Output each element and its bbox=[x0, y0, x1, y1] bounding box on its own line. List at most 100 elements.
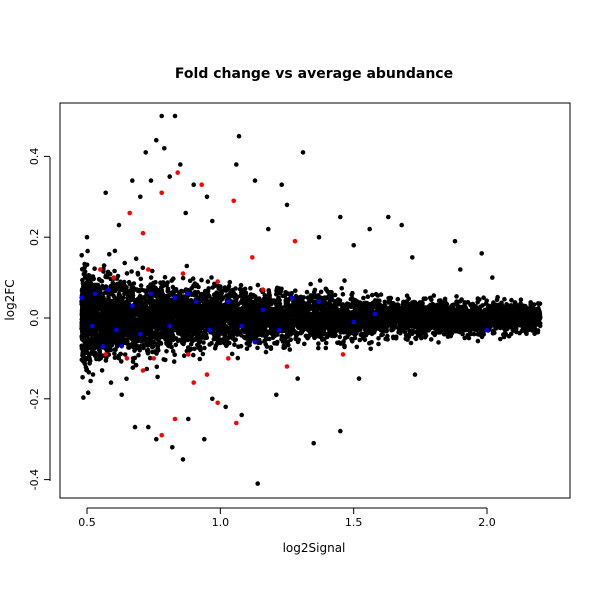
data-point bbox=[264, 344, 270, 349]
data-point bbox=[130, 365, 136, 371]
data-point bbox=[163, 329, 168, 335]
data-point bbox=[106, 295, 111, 300]
data-point bbox=[537, 301, 543, 307]
data-point bbox=[528, 300, 533, 305]
data-point bbox=[494, 297, 500, 303]
data-point bbox=[369, 292, 375, 298]
data-point bbox=[133, 362, 139, 368]
data-point bbox=[133, 256, 139, 262]
data-point bbox=[344, 334, 350, 340]
data-point bbox=[468, 328, 473, 333]
data-point bbox=[191, 352, 196, 358]
data-point bbox=[172, 352, 177, 358]
data-point bbox=[445, 334, 451, 339]
data-point bbox=[305, 295, 311, 301]
data-point bbox=[318, 289, 324, 295]
data-point bbox=[150, 268, 155, 274]
data-point bbox=[105, 269, 111, 275]
data-point bbox=[404, 293, 410, 299]
data-point bbox=[182, 303, 187, 309]
data-point bbox=[481, 295, 486, 301]
data-point bbox=[139, 287, 145, 293]
data-point bbox=[195, 289, 201, 295]
data-point bbox=[195, 342, 200, 348]
data-point bbox=[248, 286, 253, 291]
data-point bbox=[227, 279, 233, 285]
data-point bbox=[135, 288, 141, 294]
data-point bbox=[171, 359, 177, 364]
data-point bbox=[274, 291, 279, 297]
data-point bbox=[160, 323, 166, 328]
data-point bbox=[79, 253, 84, 258]
data-point bbox=[161, 357, 166, 362]
data-point bbox=[122, 352, 128, 357]
data-point bbox=[85, 390, 91, 396]
data-point bbox=[126, 301, 131, 306]
data-point bbox=[293, 288, 298, 294]
data-point bbox=[92, 266, 97, 272]
data-point bbox=[477, 297, 482, 302]
plot-frame bbox=[59, 102, 571, 499]
data-point bbox=[295, 339, 301, 345]
data-point bbox=[197, 356, 203, 362]
data-point bbox=[184, 263, 190, 269]
data-point bbox=[138, 283, 144, 288]
data-point bbox=[142, 301, 148, 306]
data-point bbox=[471, 324, 477, 330]
data-point bbox=[170, 348, 176, 354]
data-point bbox=[122, 260, 127, 266]
data-point bbox=[90, 372, 96, 377]
data-point bbox=[190, 276, 196, 281]
data-point bbox=[339, 286, 345, 291]
data-point bbox=[454, 294, 459, 299]
data-point bbox=[288, 337, 294, 343]
data-point bbox=[112, 295, 118, 301]
data-point bbox=[171, 276, 176, 282]
data-point bbox=[112, 351, 117, 356]
data-point bbox=[148, 275, 154, 280]
data-point bbox=[108, 347, 114, 353]
data-point bbox=[279, 333, 285, 339]
data-point bbox=[502, 330, 508, 336]
data-point bbox=[154, 364, 160, 370]
data-point bbox=[240, 300, 245, 305]
data-point bbox=[395, 296, 401, 302]
data-point bbox=[130, 359, 136, 365]
data-point bbox=[532, 331, 537, 337]
data-point bbox=[293, 293, 299, 299]
data-point bbox=[368, 346, 374, 352]
data-point bbox=[383, 336, 388, 342]
data-point bbox=[92, 286, 98, 292]
data-point bbox=[298, 294, 303, 300]
data-point bbox=[155, 374, 160, 380]
data-point bbox=[199, 277, 204, 283]
data-point bbox=[202, 345, 207, 351]
data-point bbox=[91, 276, 96, 282]
data-point bbox=[88, 378, 93, 384]
data-point bbox=[295, 323, 301, 329]
data-point bbox=[390, 301, 396, 306]
data-point bbox=[178, 337, 183, 343]
data-point bbox=[89, 287, 94, 292]
data-point bbox=[235, 355, 241, 361]
data-point bbox=[185, 287, 191, 293]
data-point bbox=[340, 304, 345, 310]
data-point bbox=[376, 336, 381, 341]
data-point bbox=[138, 276, 144, 282]
data-point bbox=[311, 289, 317, 295]
data-point bbox=[82, 265, 87, 270]
data-point bbox=[302, 307, 308, 312]
data-point bbox=[107, 344, 112, 349]
data-point bbox=[502, 296, 507, 302]
data-point bbox=[342, 278, 347, 283]
data-point bbox=[84, 367, 90, 372]
data-point bbox=[135, 270, 141, 276]
data-point bbox=[226, 283, 232, 289]
data-point bbox=[483, 301, 489, 307]
data-point bbox=[194, 335, 200, 340]
data-point bbox=[274, 341, 280, 346]
data-point bbox=[308, 281, 313, 287]
data-point bbox=[323, 340, 329, 346]
data-point bbox=[479, 334, 485, 340]
